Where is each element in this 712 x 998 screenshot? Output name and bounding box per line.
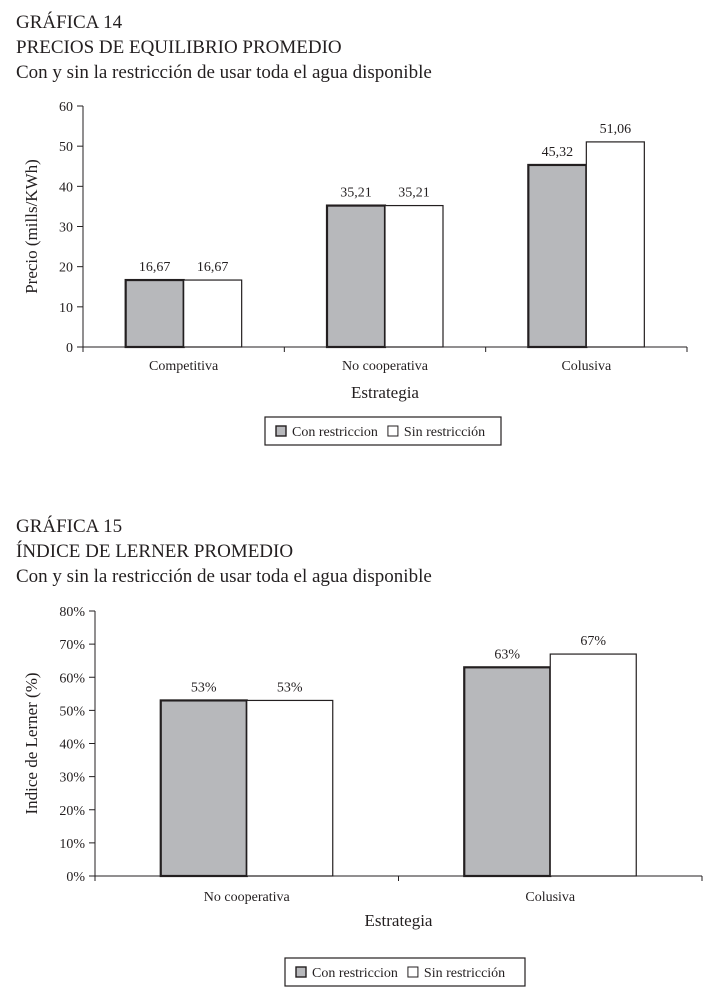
y-axis-title: Indice de Lerner (%) [22,672,41,814]
legend-swatch-sin-restriccion [407,966,419,978]
y-tick-label: 40 [59,180,73,195]
y-tick-label: 70% [59,638,85,653]
bar-sin-restriccion [384,204,444,348]
y-tick-label: 50% [59,704,85,719]
y-tick-label: 60% [59,671,85,686]
x-tick-label: No cooperativa [342,359,429,374]
figure-15-label: GRÁFICA 15 [16,516,123,537]
y-tick-label: 10% [59,837,85,852]
figure-15-subtitle: Con y sin la restricción de usar toda el… [16,566,432,587]
bar-con-restriccion [124,278,185,349]
data-label: 16,67 [197,260,229,275]
y-tick-label: 0% [66,870,85,885]
y-tick-label: 30 [59,221,73,236]
y-tick-label: 20% [59,804,85,819]
bar-con-restriccion [463,666,552,878]
data-label: 53% [277,680,303,695]
legend-swatch-sin-restriccion [387,425,399,437]
x-axis-title: Estrategia [365,911,433,930]
legend-label-sin-restriccion: Sin restricción [404,425,485,440]
figure-15-title: ÍNDICE DE LERNER PROMEDIO [16,541,294,562]
x-tick-label: Colusiva [525,890,576,905]
figure-15-header: GRÁFICA 15 ÍNDICE DE LERNER PROMEDIO Con… [16,514,432,589]
bar-con-restriccion [159,699,248,878]
legend-box [284,957,526,987]
figure-14-title: PRECIOS DE EQUILIBRIO PROMEDIO [16,37,342,58]
legend-label-con-restriccion: Con restriccion [312,966,398,981]
y-tick-label: 10 [59,301,73,316]
data-label: 45,32 [542,145,574,160]
x-axis-title: Estrategia [351,383,419,402]
bar-sin-restriccion [549,653,637,877]
figure-14-header: GRÁFICA 14 PRECIOS DE EQUILIBRIO PROMEDI… [16,10,432,85]
x-tick-label: Colusiva [561,359,612,374]
legend-swatch-con-restriccion [275,425,287,437]
data-label: 67% [580,634,606,649]
figure-14-label: GRÁFICA 14 [16,12,123,33]
data-label: 51,06 [600,122,632,137]
y-tick-label: 40% [59,738,85,753]
legend-box [264,416,502,446]
figure-14-subtitle: Con y sin la restricción de usar toda el… [16,62,432,83]
bar-sin-restriccion [183,279,243,348]
bar-sin-restriccion [246,699,334,877]
data-label: 35,21 [340,186,372,201]
y-tick-label: 20 [59,261,73,276]
data-label: 63% [494,647,520,662]
y-axis-title: Precio (mills/KWh) [22,159,41,294]
x-tick-label: Competitiva [149,359,219,374]
y-tick-label: 80% [59,605,85,620]
x-tick-label: No cooperativa [204,890,291,905]
legend-label-sin-restriccion: Sin restricción [424,966,505,981]
chart-precios-equilibrio: 0 10 20 30 40 50 60 16,67 16,67 Competitiva 35,21 3… [22,100,688,446]
legend-label-con-restriccion: Con restriccion [292,425,378,440]
y-tick-label: 30% [59,771,85,786]
data-label: 35,21 [398,186,430,201]
y-tick-label: 60 [59,100,73,115]
y-tick-label: 0 [66,341,73,356]
bar-con-restriccion [527,163,588,349]
data-label: 53% [191,680,217,695]
data-label: 16,67 [139,260,171,275]
bar-sin-restriccion [585,141,645,348]
bar-con-restriccion [325,204,387,349]
legend-swatch-con-restriccion [295,966,307,978]
y-tick-label: 50 [59,140,73,155]
